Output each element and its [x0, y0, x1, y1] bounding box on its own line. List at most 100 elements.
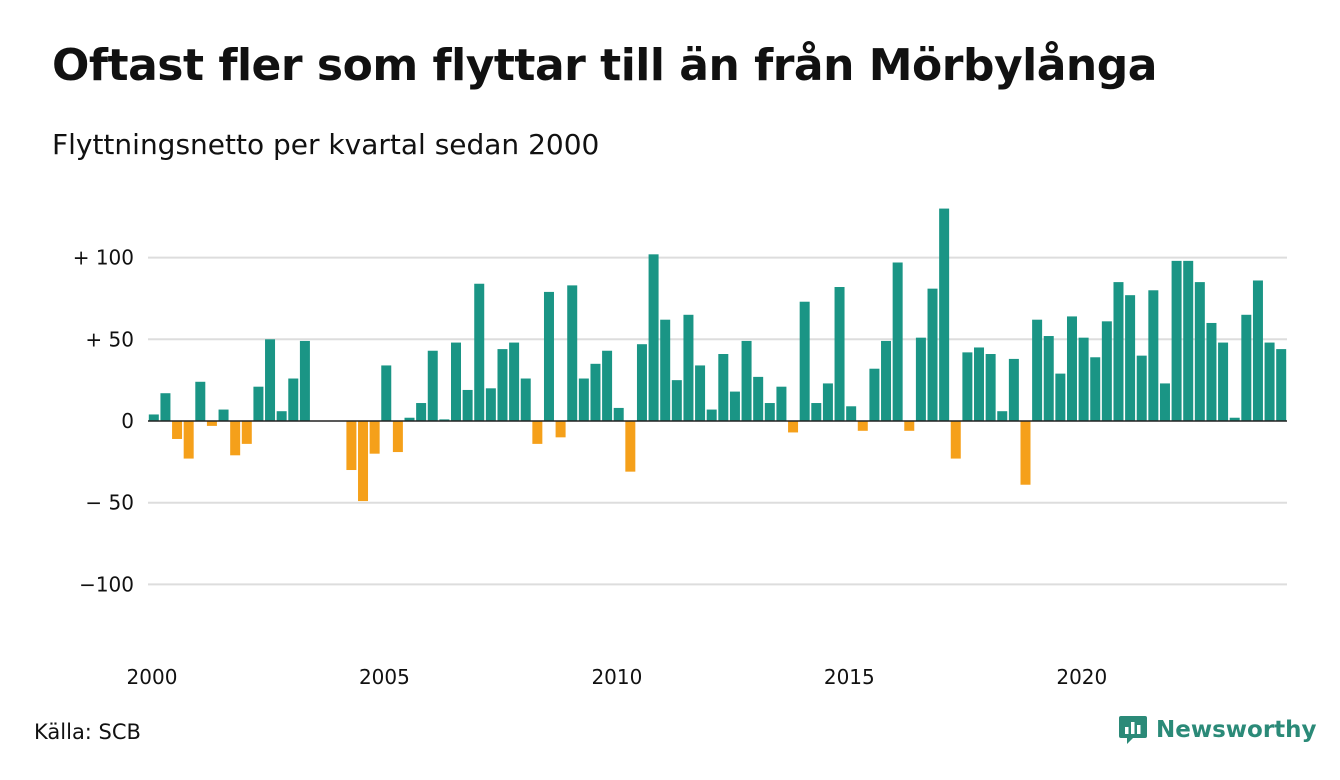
bar: 2002 K3: 50 [265, 339, 276, 421]
bar: 2018 K2: 6 [997, 411, 1008, 421]
bar: 2009 K1: 83 [567, 285, 578, 421]
x-axis-ticks: 2000 2005 2010 2015 2020 [127, 665, 1108, 689]
bar: 2008 K3: 79 [543, 291, 554, 421]
bar: 2000 K3: -11 [172, 421, 183, 439]
bar: 2017 K3: 42 [962, 352, 973, 421]
bar: 2004 K3: -49 [358, 421, 369, 502]
y-tick-label: + 100 [73, 246, 134, 270]
bar: 2017 K4: 45 [974, 347, 985, 421]
bar: 2014 K3: 23 [822, 383, 833, 421]
brand-logo: Newsworthy [1118, 714, 1317, 746]
bar: 2007 K4: 48 [509, 342, 520, 421]
newsworthy-logo-icon [1119, 716, 1147, 744]
y-tick-label: − 50 [85, 491, 134, 515]
bar: 2019 K4: 64 [1066, 316, 1077, 421]
bar: 2015 K4: 49 [881, 340, 892, 421]
bar: 2022 K1: 98 [1171, 260, 1182, 421]
bar: 2019 K3: 29 [1055, 373, 1066, 421]
bar: 2016 K4: 81 [927, 288, 938, 421]
bar: 2012 K1: 7 [706, 409, 717, 421]
bar: 2021 K2: 40 [1136, 355, 1147, 421]
bar: 2007 K2: 20 [485, 388, 496, 421]
bar: 2021 K3: 80 [1148, 290, 1159, 421]
y-axis-ticks: + 100 + 50 0 − 50 −100 [73, 246, 134, 597]
chart-subtitle: Flyttningsnetto per kvartal sedan 2000 [52, 128, 600, 161]
bar: 2010 K2: -31 [625, 421, 636, 472]
bar: 2015 K3: 32 [869, 368, 880, 421]
bar: 2021 K1: 77 [1125, 295, 1136, 421]
bar: 2003 K1: 26 [288, 378, 299, 421]
bar: 2019 K2: 52 [1043, 336, 1054, 421]
bar: 2004 K2: -30 [346, 421, 357, 471]
bar: 2018 K1: 41 [985, 354, 996, 421]
bar: 2002 K4: 6 [276, 411, 287, 421]
bar: 2010 K3: 47 [636, 344, 647, 421]
bar: 2023 K3: 65 [1241, 314, 1252, 421]
bar: 2015 K2: -6 [857, 421, 868, 431]
bar: 2001 K4: -21 [230, 421, 241, 456]
bar: 2011 K4: 34 [695, 365, 706, 421]
bar: 2018 K3: 38 [1008, 358, 1019, 421]
bar: 2012 K4: 49 [741, 340, 752, 421]
bar: 2005 K2: -19 [392, 421, 403, 453]
bar: 2014 K1: 73 [799, 301, 810, 421]
bar: 2016 K3: 51 [915, 337, 926, 421]
bar: 2006 K1: 43 [427, 350, 438, 421]
bar: 2004 K4: -20 [369, 421, 380, 454]
bar: 2009 K3: 35 [590, 363, 601, 421]
bar: 2000 K4: -23 [183, 421, 194, 459]
x-tick-label: 2000 [127, 665, 178, 689]
brand-name: Newsworthy [1156, 717, 1317, 743]
x-tick-label: 2010 [591, 665, 642, 689]
bar: 2011 K1: 62 [660, 319, 671, 421]
bar: 2006 K3: 48 [451, 342, 461, 421]
bar: 2020 K3: 61 [1101, 321, 1112, 421]
bar: 2001 K3: 7 [218, 409, 229, 421]
y-tick-label: + 50 [85, 327, 134, 351]
bar: 2020 K1: 51 [1078, 337, 1089, 421]
bar: 2020 K2: 39 [1090, 357, 1101, 421]
chart-title: Oftast fler som flyttar till än från Mör… [52, 40, 1157, 91]
bar: 2010 K4: 102 [648, 254, 659, 421]
bar: 2021 K4: 23 [1159, 383, 1170, 421]
x-tick-label: 2020 [1056, 665, 1107, 689]
bar: 2002 K1: -14 [241, 421, 252, 444]
y-tick-label: −100 [79, 572, 134, 596]
bar: 2023 K4: 86 [1252, 280, 1263, 421]
bar: 2005 K3: 2 [404, 417, 415, 421]
bar: 2016 K2: -6 [904, 421, 915, 431]
bar: 2011 K3: 65 [683, 314, 694, 421]
bar: 2013 K3: 21 [776, 386, 787, 421]
bar: 2002 K2: 21 [253, 386, 264, 421]
bar: 2022 K4: 60 [1206, 322, 1217, 421]
bar: 2008 K2: -14 [532, 421, 543, 444]
bar: 2014 K4: 82 [834, 287, 845, 421]
bar: 2006 K2: 1 [439, 419, 450, 421]
bar: 2013 K2: 11 [764, 403, 775, 421]
bar: 2013 K1: 27 [753, 376, 764, 421]
bar: 2006 K4: 19 [462, 389, 473, 421]
bar: 2000 K1: 4 [148, 414, 159, 421]
bar-series: 2000 K1: 42000 K2: 172000 K3: -112000 K4… [148, 208, 1287, 502]
bar: 2007 K1: 84 [474, 283, 485, 421]
bar: 2009 K2: 26 [578, 378, 589, 421]
bar: 2005 K4: 11 [416, 403, 427, 421]
bar: 2013 K4: -7 [788, 421, 799, 433]
bar: 2010 K1: 8 [613, 407, 624, 421]
bar: 2020 K4: 85 [1113, 282, 1124, 421]
source-note: Källa: SCB [34, 720, 141, 744]
bar: 2012 K3: 18 [729, 391, 740, 421]
bar: 2023 K1: 48 [1218, 342, 1229, 421]
bar: 2012 K2: 41 [718, 354, 729, 421]
bar: 2019 K1: 62 [1032, 319, 1043, 421]
bar: 2011 K2: 25 [671, 380, 682, 421]
bar: 2005 K1: 34 [381, 365, 392, 421]
bar: 2001 K1: 24 [195, 381, 206, 421]
bar: 2007 K3: 44 [497, 349, 508, 421]
bar: 2015 K1: 9 [846, 406, 857, 421]
bar: 2000 K2: 17 [160, 393, 171, 421]
bar: 2009 K4: 43 [602, 350, 613, 421]
bar: 2023 K2: 2 [1229, 417, 1240, 421]
bar: 2024 K1: 48 [1264, 342, 1275, 421]
bar: 2022 K2: 98 [1183, 260, 1194, 421]
